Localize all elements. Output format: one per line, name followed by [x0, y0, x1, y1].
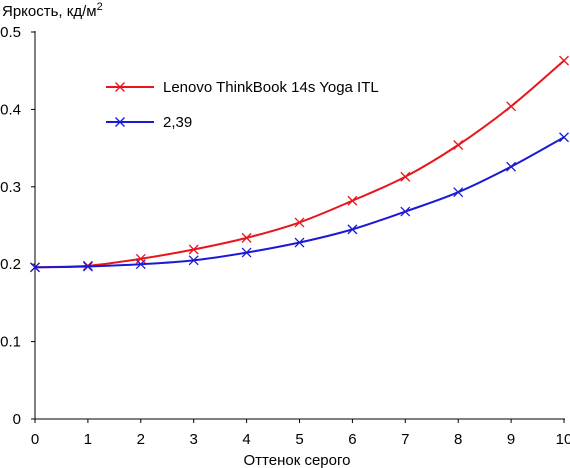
y-tick-label: 0.5 [0, 24, 21, 41]
series-1-point [294, 217, 305, 228]
series-1-point-stroke-b [294, 217, 305, 228]
series-2-point-stroke-b [188, 255, 199, 266]
legend-marker [115, 117, 125, 127]
series-1-point [400, 171, 411, 182]
series-2 [30, 132, 569, 273]
y-tick-label: 0.4 [0, 101, 21, 118]
series-2-point-stroke-b [294, 237, 305, 248]
series-2-point [241, 247, 252, 258]
x-tick-label: 10 [556, 431, 570, 448]
series-layer [30, 55, 569, 273]
series-1-point-stroke-b [559, 55, 569, 66]
series-2-point-stroke-b [241, 247, 252, 258]
series-2-point [294, 237, 305, 248]
x-tick-label: 1 [84, 431, 92, 448]
series-2-point [30, 262, 40, 273]
series-2-point-stroke-b [453, 187, 464, 198]
series-1-point [453, 140, 464, 150]
legend: Lenovo ThinkBook 14s Yoga ITL 2,39 [106, 79, 379, 131]
legend-item-1: Lenovo ThinkBook 14s Yoga ITL [106, 79, 379, 96]
x-axis-title: Оттенок серого [244, 452, 351, 468]
series-2-point-stroke-b [347, 224, 358, 235]
series-2-point-stroke-b [506, 161, 517, 172]
y-axis-title: Яркость, кд/м2 [2, 1, 103, 20]
legend-marker [115, 82, 125, 92]
series-1-point-stroke-b [506, 101, 517, 112]
series-2-point [400, 206, 411, 217]
series-2-point [82, 261, 93, 272]
x-tick-label: 4 [242, 431, 250, 448]
axes: 0 0.1 0.2 0.3 0.4 0.5 0 1 2 3 4 5 6 7 8 9 10 [0, 24, 570, 448]
series-1-point-stroke-b [241, 232, 252, 243]
series-2-point [559, 132, 569, 143]
legend-item-2: 2,39 [106, 114, 192, 131]
x-tick-label: 2 [137, 431, 145, 448]
legend-marker-stroke-b [115, 82, 125, 92]
y-tick-label: 0.3 [0, 179, 21, 196]
legend-label: 2,39 [163, 114, 192, 131]
series-1-point [241, 232, 252, 243]
series-2-point [347, 224, 358, 235]
x-tick-label: 8 [454, 431, 462, 448]
x-tick-label: 3 [190, 431, 198, 448]
series-2-line [34, 136, 565, 269]
x-tick-label: 6 [348, 431, 356, 448]
series-2-point [506, 161, 517, 172]
series-2-point [453, 187, 464, 198]
series-1-point-stroke-b [347, 195, 358, 206]
x-tick-label: 9 [507, 431, 515, 448]
x-tick-label: 5 [295, 431, 303, 448]
series-1-point [347, 195, 358, 206]
series-1-point-stroke-b [188, 244, 199, 255]
series-1-point [506, 101, 517, 112]
series-2-point-stroke-b [559, 132, 569, 143]
series-1-point [188, 244, 199, 255]
series-2-point-stroke-b [30, 262, 40, 273]
series-2-point-stroke-b [400, 206, 411, 217]
y-axis-title-text: Яркость, кд/м [2, 3, 97, 20]
series-1-point [559, 55, 569, 66]
series-1-point-stroke-b [453, 140, 464, 150]
series-2-point [135, 259, 146, 270]
y-tick-label: 0 [13, 411, 21, 428]
y-tick-label: 0.1 [0, 334, 21, 351]
series-2-point-stroke-b [82, 261, 93, 272]
series-2-point-stroke-b [135, 259, 146, 270]
legend-label: Lenovo ThinkBook 14s Yoga ITL [163, 79, 379, 96]
y-axis-title-superscript: 2 [97, 1, 103, 13]
x-tick-label: 0 [31, 431, 39, 448]
y-tick-label: 0.2 [0, 256, 21, 273]
legend-marker-stroke-b [115, 117, 125, 127]
series-2-point [188, 255, 199, 266]
x-tick-label: 7 [401, 431, 409, 448]
series-1-point-stroke-b [400, 171, 411, 182]
